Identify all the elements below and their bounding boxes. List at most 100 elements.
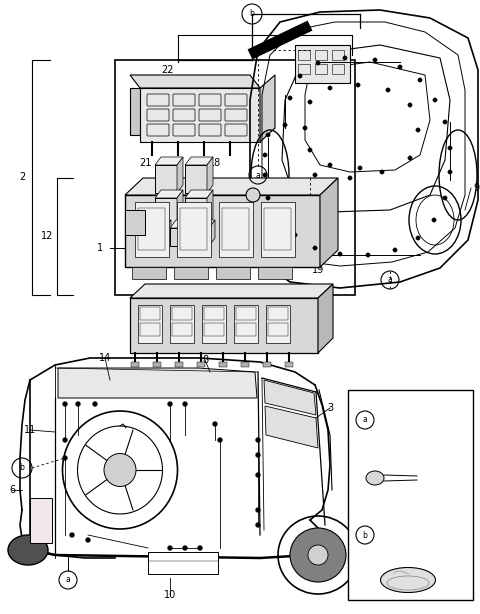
FancyBboxPatch shape — [185, 165, 207, 193]
Circle shape — [182, 402, 188, 406]
FancyBboxPatch shape — [234, 305, 258, 343]
Circle shape — [416, 236, 420, 240]
Circle shape — [213, 421, 217, 427]
Circle shape — [448, 170, 452, 174]
Circle shape — [255, 523, 261, 527]
Circle shape — [288, 96, 292, 100]
Text: 12: 12 — [41, 231, 53, 241]
Polygon shape — [320, 178, 338, 267]
Polygon shape — [165, 220, 171, 246]
Polygon shape — [177, 190, 183, 226]
Polygon shape — [130, 88, 140, 135]
Text: 15: 15 — [399, 530, 411, 540]
Circle shape — [217, 438, 223, 443]
Polygon shape — [130, 284, 333, 298]
FancyBboxPatch shape — [348, 390, 473, 600]
Text: b: b — [362, 530, 367, 540]
Circle shape — [313, 246, 317, 250]
Circle shape — [356, 83, 360, 87]
Polygon shape — [125, 178, 338, 195]
Polygon shape — [140, 88, 260, 142]
Text: 22: 22 — [162, 65, 174, 75]
Text: 18: 18 — [209, 158, 221, 168]
Text: 8: 8 — [202, 355, 208, 365]
Circle shape — [308, 100, 312, 104]
Text: a: a — [66, 575, 71, 585]
FancyBboxPatch shape — [138, 305, 162, 343]
Circle shape — [328, 163, 332, 167]
Circle shape — [408, 103, 412, 107]
FancyBboxPatch shape — [202, 305, 226, 343]
Circle shape — [393, 248, 397, 252]
Text: 1: 1 — [97, 243, 103, 253]
Circle shape — [298, 74, 302, 78]
Polygon shape — [209, 220, 215, 246]
Text: 6: 6 — [212, 191, 218, 201]
Circle shape — [358, 166, 362, 170]
Polygon shape — [155, 157, 183, 165]
FancyBboxPatch shape — [266, 305, 290, 343]
Polygon shape — [177, 157, 183, 193]
Circle shape — [263, 173, 267, 177]
FancyBboxPatch shape — [131, 362, 139, 367]
Polygon shape — [265, 406, 318, 448]
Circle shape — [373, 58, 377, 62]
Circle shape — [182, 545, 188, 551]
Circle shape — [398, 65, 402, 69]
Text: 9: 9 — [473, 183, 479, 193]
FancyBboxPatch shape — [192, 228, 209, 246]
Circle shape — [308, 148, 312, 152]
FancyBboxPatch shape — [130, 298, 318, 353]
FancyBboxPatch shape — [219, 202, 253, 257]
Text: 23: 23 — [144, 290, 156, 300]
FancyBboxPatch shape — [153, 362, 161, 367]
Circle shape — [366, 253, 370, 257]
Circle shape — [70, 532, 74, 537]
FancyBboxPatch shape — [261, 202, 295, 257]
FancyBboxPatch shape — [170, 305, 194, 343]
Circle shape — [246, 188, 260, 202]
FancyBboxPatch shape — [175, 362, 183, 367]
Polygon shape — [318, 284, 333, 353]
Circle shape — [283, 123, 287, 127]
Circle shape — [293, 233, 297, 237]
Circle shape — [408, 156, 412, 160]
FancyBboxPatch shape — [216, 267, 250, 279]
FancyBboxPatch shape — [185, 198, 207, 226]
Polygon shape — [207, 190, 213, 226]
Circle shape — [348, 176, 352, 180]
Polygon shape — [170, 220, 193, 228]
Circle shape — [416, 128, 420, 132]
Circle shape — [93, 402, 97, 406]
Text: a: a — [256, 171, 260, 179]
FancyBboxPatch shape — [132, 267, 166, 279]
Text: 14: 14 — [99, 353, 111, 363]
Text: 3: 3 — [327, 403, 333, 413]
Circle shape — [266, 133, 270, 137]
Circle shape — [266, 196, 270, 200]
Circle shape — [343, 56, 347, 60]
FancyBboxPatch shape — [177, 202, 211, 257]
Circle shape — [328, 86, 332, 90]
FancyBboxPatch shape — [148, 552, 218, 574]
Circle shape — [303, 126, 307, 130]
Circle shape — [278, 216, 282, 220]
FancyBboxPatch shape — [155, 165, 177, 193]
Circle shape — [62, 438, 68, 443]
FancyBboxPatch shape — [125, 195, 320, 267]
Circle shape — [263, 153, 267, 157]
Text: 5: 5 — [142, 219, 148, 229]
Ellipse shape — [308, 545, 328, 565]
Ellipse shape — [8, 535, 48, 565]
Polygon shape — [207, 157, 213, 193]
Circle shape — [418, 78, 422, 82]
Text: 6: 6 — [9, 485, 15, 495]
Circle shape — [197, 545, 203, 551]
Polygon shape — [130, 75, 260, 88]
Polygon shape — [187, 220, 193, 246]
Text: 16: 16 — [226, 190, 238, 200]
Circle shape — [75, 402, 81, 406]
FancyBboxPatch shape — [30, 498, 52, 543]
Circle shape — [62, 456, 68, 460]
Circle shape — [85, 537, 91, 543]
